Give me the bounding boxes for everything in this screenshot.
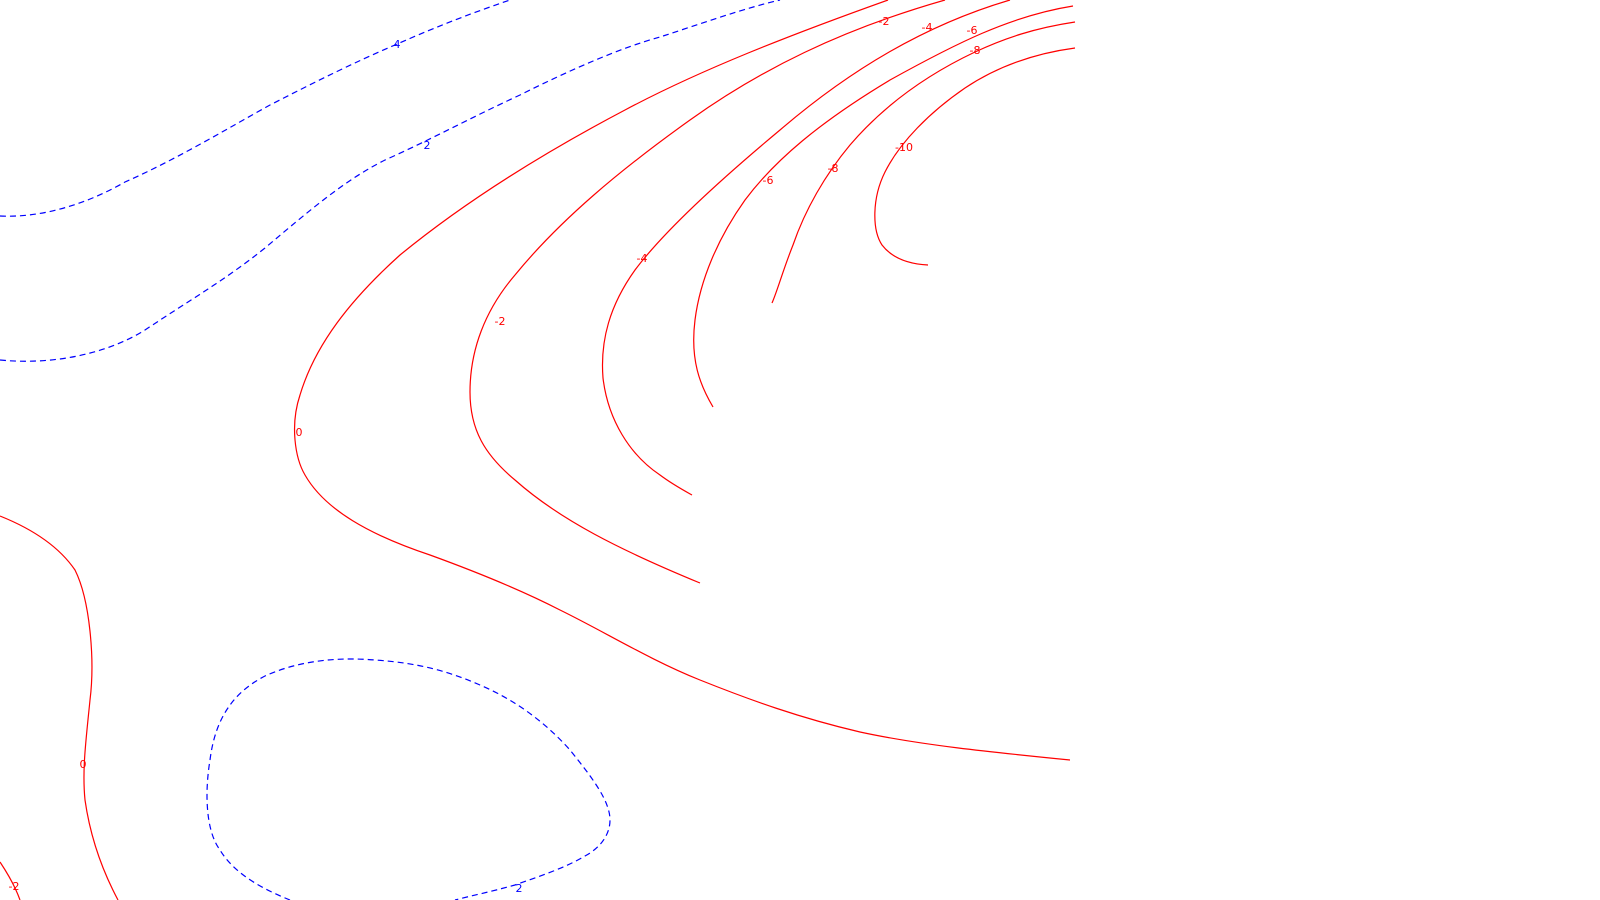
contour-label-0-main: 0	[296, 426, 303, 439]
contour-line-4	[0, 0, 511, 217]
contour-line-2-lower-loop	[206, 658, 611, 900]
contour-label-4: 4	[394, 38, 401, 51]
contour-line-minus6	[693, 5, 1074, 408]
contour-label-minus2-corner: -2	[9, 880, 20, 893]
contour-line-minus2-main	[469, 0, 946, 584]
contour-label-0-left: 0	[80, 758, 87, 771]
contour-line-minus8	[771, 21, 1076, 304]
contour-line-0-main	[293, 0, 1071, 761]
contour-label-minus8-top: -8	[970, 44, 981, 57]
contour-line-minus10	[874, 47, 1076, 266]
contour-label-minus10: -10	[895, 141, 913, 154]
contour-line-0-left	[0, 515, 119, 900]
contour-line-2-upper	[0, 0, 781, 362]
contour-label-minus6-middle: -6	[763, 174, 774, 187]
contour-label-minus2-middle: -2	[495, 315, 506, 328]
contour-label-minus8-middle: -8	[828, 162, 839, 175]
contour-label-minus6-top: -6	[967, 24, 978, 37]
contour-label-minus4-middle: -4	[637, 252, 648, 265]
contour-line-minus4	[601, 0, 1011, 496]
contour-line-minus2-corner	[0, 861, 21, 900]
contour-label-2-lower: 2	[516, 882, 523, 895]
contour-label-2-upper: 2	[424, 139, 431, 152]
contour-label-minus4-top: -4	[922, 21, 933, 34]
contour-label-minus2-top: -2	[879, 15, 890, 28]
